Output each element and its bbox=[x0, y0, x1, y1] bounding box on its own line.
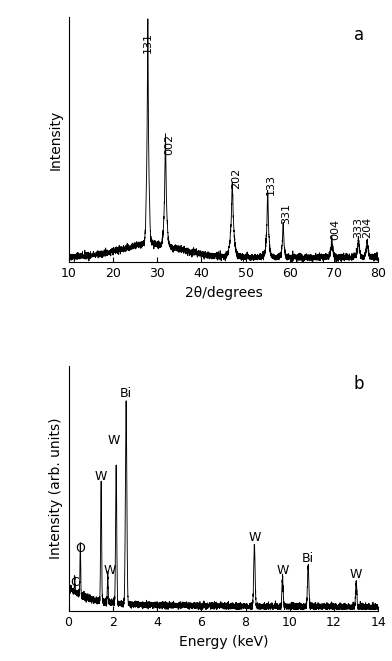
Text: 133: 133 bbox=[266, 175, 276, 195]
Text: 331: 331 bbox=[281, 203, 291, 224]
Y-axis label: Intensity: Intensity bbox=[49, 109, 63, 170]
Text: O: O bbox=[75, 541, 85, 555]
Text: W: W bbox=[108, 434, 120, 447]
X-axis label: 2θ/degrees: 2θ/degrees bbox=[185, 286, 262, 300]
Text: a: a bbox=[354, 26, 364, 44]
Text: 004: 004 bbox=[330, 219, 340, 240]
Text: 131: 131 bbox=[143, 32, 153, 53]
Text: W: W bbox=[248, 531, 261, 545]
Text: 204: 204 bbox=[362, 217, 372, 238]
Text: 333: 333 bbox=[353, 217, 363, 238]
Text: Bi: Bi bbox=[302, 552, 314, 564]
Text: W: W bbox=[95, 471, 107, 483]
Text: 002: 002 bbox=[165, 134, 174, 155]
Text: C: C bbox=[71, 576, 79, 589]
Text: 202: 202 bbox=[231, 168, 241, 189]
Text: Bi: Bi bbox=[120, 387, 132, 400]
Text: b: b bbox=[354, 375, 364, 393]
Text: W: W bbox=[350, 568, 362, 581]
Y-axis label: Intensity (arb. units): Intensity (arb. units) bbox=[49, 418, 63, 559]
Text: W: W bbox=[104, 564, 116, 577]
Text: W: W bbox=[276, 564, 289, 577]
X-axis label: Energy (keV): Energy (keV) bbox=[179, 635, 268, 649]
